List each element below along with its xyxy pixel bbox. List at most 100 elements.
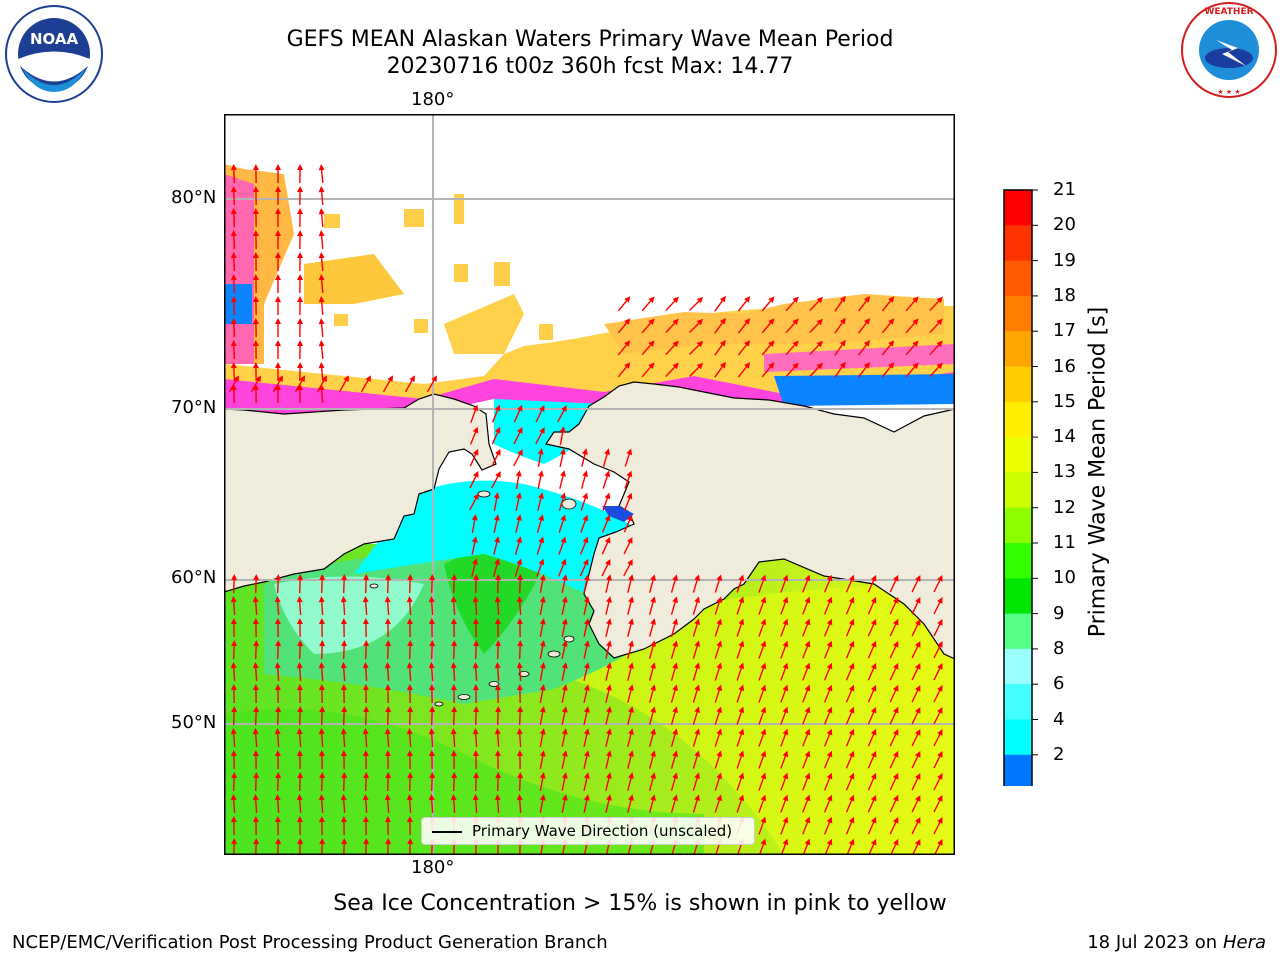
wave-arrow bbox=[537, 448, 544, 467]
wave-arrow bbox=[275, 640, 282, 660]
colorbar-tick-label: 19 bbox=[1053, 249, 1076, 271]
legend-line bbox=[432, 831, 462, 833]
wave-arrow bbox=[252, 230, 259, 250]
wave-arrow bbox=[296, 684, 303, 704]
wave-arrow bbox=[472, 794, 479, 814]
colorbar-swatch bbox=[1004, 260, 1032, 297]
wave-direction-arrows bbox=[228, 164, 943, 855]
wave-arrow bbox=[933, 817, 943, 835]
wave-arrow bbox=[406, 662, 413, 682]
wave-arrow bbox=[714, 317, 726, 334]
wave-arrow bbox=[758, 772, 767, 791]
wave-arrow bbox=[537, 470, 544, 489]
wave-arrow bbox=[889, 596, 899, 615]
wave-arrow bbox=[275, 230, 281, 249]
wave-arrow bbox=[780, 794, 789, 813]
wave-arrow bbox=[858, 318, 871, 334]
wave-arrow bbox=[517, 706, 524, 726]
wave-arrow bbox=[274, 816, 281, 836]
wave-arrow bbox=[230, 186, 237, 206]
wave-arrow bbox=[557, 405, 567, 423]
wave-arrow bbox=[823, 574, 833, 593]
wave-arrow bbox=[385, 640, 392, 660]
wave-arrow bbox=[318, 318, 325, 338]
wave-arrow bbox=[627, 574, 634, 593]
wave-arrow bbox=[539, 662, 546, 681]
wave-arrow bbox=[230, 230, 237, 250]
wave-arrow bbox=[493, 492, 500, 511]
wave-arrow bbox=[601, 536, 611, 555]
wave-arrow bbox=[470, 404, 479, 423]
colorbar-tick-label: 16 bbox=[1053, 355, 1076, 377]
wave-arrow bbox=[340, 750, 347, 770]
wave-arrow bbox=[648, 772, 656, 791]
wave-arrow bbox=[230, 596, 237, 616]
wave-arrow bbox=[933, 795, 943, 813]
wave-arrow bbox=[617, 318, 631, 334]
wave-arrow bbox=[561, 772, 568, 791]
wave-arrow bbox=[318, 252, 325, 272]
wave-arrow bbox=[605, 684, 612, 703]
wave-arrow bbox=[845, 750, 855, 769]
wave-arrow bbox=[665, 362, 679, 378]
wave-arrow bbox=[714, 728, 723, 747]
wave-arrow bbox=[933, 685, 943, 703]
wave-arrow bbox=[428, 618, 435, 638]
wave-arrow bbox=[823, 816, 833, 835]
wave-arrow bbox=[539, 596, 546, 615]
wave-arrow bbox=[428, 728, 435, 748]
wave-arrow bbox=[867, 574, 877, 593]
wave-arrow bbox=[761, 340, 775, 356]
wave-arrow bbox=[513, 404, 523, 423]
colorbar-swatch bbox=[1004, 648, 1032, 685]
wave-arrow bbox=[274, 596, 281, 616]
wave-arrow bbox=[517, 640, 524, 660]
wave-arrow bbox=[561, 618, 568, 637]
wave-arrow bbox=[318, 750, 325, 770]
colorbar-tick-label: 14 bbox=[1053, 426, 1076, 448]
wave-arrow bbox=[780, 596, 789, 615]
wave-arrow bbox=[275, 252, 281, 271]
wave-arrow bbox=[274, 750, 281, 770]
wave-arrow bbox=[867, 596, 877, 615]
wave-arrow bbox=[889, 728, 899, 747]
wave-arrow bbox=[491, 471, 501, 489]
colorbar-swatch bbox=[1004, 437, 1032, 473]
wave-arrow bbox=[714, 295, 726, 312]
wave-arrow bbox=[318, 362, 325, 382]
wave-arrow bbox=[473, 574, 480, 594]
colorbar-swatch bbox=[1004, 578, 1032, 615]
wave-arrow bbox=[736, 772, 745, 791]
wave-arrow bbox=[341, 574, 348, 594]
wave-arrow bbox=[230, 750, 237, 770]
wave-arrow bbox=[319, 706, 326, 726]
wave-arrow bbox=[802, 618, 811, 637]
wave-arrow bbox=[252, 684, 259, 704]
wave-arrow bbox=[823, 640, 833, 659]
wave-arrow bbox=[230, 296, 237, 316]
wave-arrow bbox=[736, 706, 745, 725]
wave-arrow bbox=[583, 750, 590, 769]
wave-arrow bbox=[230, 816, 237, 836]
wave-arrow bbox=[318, 296, 325, 316]
wave-arrow bbox=[802, 574, 811, 593]
wave-arrow bbox=[737, 362, 751, 378]
wave-arrow bbox=[363, 706, 370, 726]
wave-arrow bbox=[670, 618, 678, 637]
wave-arrow bbox=[406, 728, 413, 748]
wave-arrow bbox=[296, 662, 303, 682]
wave-arrow bbox=[491, 449, 501, 467]
wave-arrow bbox=[627, 640, 634, 659]
wave-arrow bbox=[802, 706, 811, 725]
wave-arrow bbox=[536, 536, 545, 555]
wave-arrow bbox=[472, 618, 479, 638]
wave-arrow bbox=[363, 772, 370, 792]
wave-arrow bbox=[539, 772, 546, 791]
wave-arrow bbox=[406, 618, 413, 638]
wave-arrow bbox=[823, 772, 833, 791]
wave-arrow bbox=[516, 728, 523, 748]
colorbar-swatch bbox=[1004, 684, 1032, 720]
wave-arrow bbox=[714, 640, 723, 659]
wave-arrow bbox=[450, 684, 457, 704]
wave-arrow bbox=[561, 640, 568, 659]
